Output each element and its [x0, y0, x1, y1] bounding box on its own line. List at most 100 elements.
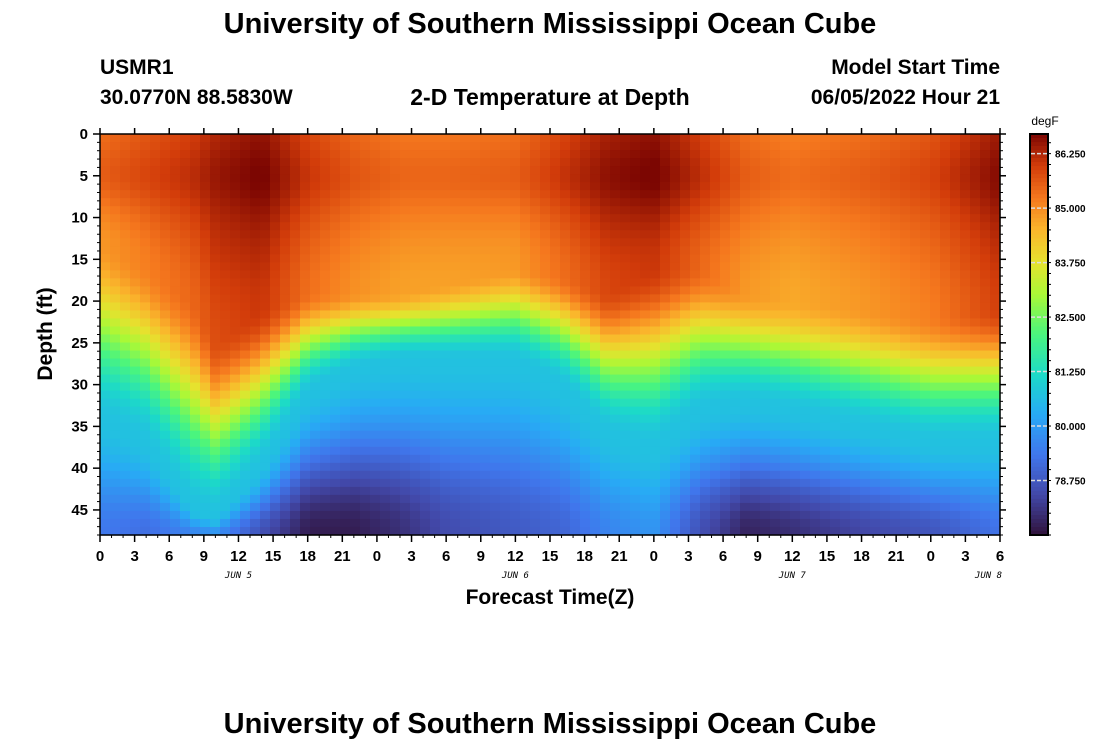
heatmap-cell: [480, 422, 491, 432]
heatmap-cell: [390, 358, 401, 368]
heatmap-cell: [680, 262, 691, 271]
heatmap-cell: [700, 510, 711, 520]
heatmap-cell: [320, 254, 331, 263]
heatmap-cell: [340, 150, 351, 159]
heatmap-cell: [150, 174, 161, 183]
heatmap-cell: [350, 518, 361, 528]
heatmap-cell: [450, 206, 461, 215]
heatmap-cell: [840, 166, 851, 175]
heatmap-cell: [560, 326, 571, 336]
heatmap-cell: [170, 422, 181, 432]
heatmap-cell: [160, 294, 171, 304]
heatmap-cell: [990, 278, 1001, 287]
heatmap-cell: [920, 222, 931, 231]
heatmap-cell: [800, 446, 811, 456]
heatmap-cell: [220, 334, 231, 344]
heatmap-cell: [810, 518, 821, 528]
heatmap-cell: [790, 182, 801, 191]
heatmap-cell: [810, 302, 821, 312]
heatmap-cell: [680, 398, 691, 408]
heatmap-cell: [670, 398, 681, 408]
heatmap-cell: [660, 318, 671, 328]
heatmap-cell: [220, 438, 231, 448]
heatmap-cell: [850, 158, 861, 167]
heatmap-cell: [340, 166, 351, 175]
heatmap-cell: [280, 182, 291, 191]
heatmap-cell: [580, 182, 591, 191]
heatmap-cell: [960, 366, 971, 376]
heatmap-cell: [510, 390, 521, 400]
heatmap-cell: [440, 398, 451, 408]
heatmap-cell: [370, 182, 381, 191]
heatmap-cell: [610, 262, 621, 271]
heatmap-cell: [870, 502, 881, 512]
heatmap-cell: [630, 510, 641, 520]
heatmap-cell: [370, 278, 381, 287]
heatmap-cell: [700, 182, 711, 191]
heatmap-cell: [350, 230, 361, 239]
heatmap-cell: [160, 398, 171, 408]
heatmap-cell: [510, 374, 521, 384]
heatmap-cell: [670, 270, 681, 279]
heatmap-cell: [300, 366, 311, 376]
heatmap-cell: [200, 502, 211, 512]
heatmap-cell: [980, 366, 991, 376]
heatmap-cell: [380, 158, 391, 167]
heatmap-cell: [580, 390, 591, 400]
heatmap-cell: [610, 150, 621, 159]
heatmap-cell: [160, 510, 171, 520]
heatmap-cell: [940, 254, 951, 263]
heatmap-cell: [460, 422, 471, 432]
heatmap-cell: [610, 494, 621, 504]
heatmap-cell: [370, 302, 381, 312]
heatmap-cell: [520, 334, 531, 344]
heatmap-cell: [650, 262, 661, 271]
heatmap-cell: [830, 526, 841, 536]
heatmap-cell: [360, 446, 371, 456]
heatmap-cell: [420, 318, 431, 328]
colorbar-segment: [1030, 274, 1048, 279]
heatmap-cell: [520, 278, 531, 287]
heatmap-cell: [780, 478, 791, 488]
heatmap-cell: [140, 262, 151, 271]
heatmap-cell: [290, 262, 301, 271]
heatmap-cell: [490, 446, 501, 456]
heatmap-cell: [290, 190, 301, 199]
heatmap-cell: [370, 190, 381, 199]
heatmap-cell: [890, 230, 901, 239]
heatmap-cell: [450, 310, 461, 320]
heatmap-cell: [870, 262, 881, 271]
heatmap-cell: [900, 422, 911, 432]
heatmap-cell: [400, 150, 411, 159]
heatmap-cell: [910, 510, 921, 520]
heatmap-cell: [720, 238, 731, 247]
heatmap-cell: [880, 174, 891, 183]
heatmap-cell: [980, 334, 991, 344]
heatmap-cell: [950, 326, 961, 336]
heatmap-cell: [200, 334, 211, 344]
heatmap-cell: [170, 406, 181, 416]
heatmap-cell: [390, 142, 401, 151]
heatmap-cell: [310, 262, 321, 271]
heatmap-cell: [730, 166, 741, 175]
heatmap-cell: [670, 134, 681, 143]
heatmap-cell: [750, 382, 761, 392]
heatmap-cell: [700, 286, 711, 295]
heatmap-cell: [300, 470, 311, 480]
heatmap-cell: [100, 182, 111, 191]
heatmap-cell: [260, 190, 271, 199]
heatmap-cell: [660, 510, 671, 520]
colorbar-segment: [1030, 246, 1048, 251]
heatmap-cell: [270, 206, 281, 215]
heatmap-cell: [110, 230, 121, 239]
heatmap-cell: [310, 230, 321, 239]
heatmap-cell: [230, 462, 241, 472]
heatmap-cell: [480, 158, 491, 167]
heatmap-cell: [970, 406, 981, 416]
heatmap-cell: [590, 150, 601, 159]
heatmap-cell: [540, 166, 551, 175]
heatmap-cell: [810, 318, 821, 328]
y-tick-label: 30: [71, 377, 88, 394]
heatmap-cell: [410, 358, 421, 368]
heatmap-cell: [350, 254, 361, 263]
